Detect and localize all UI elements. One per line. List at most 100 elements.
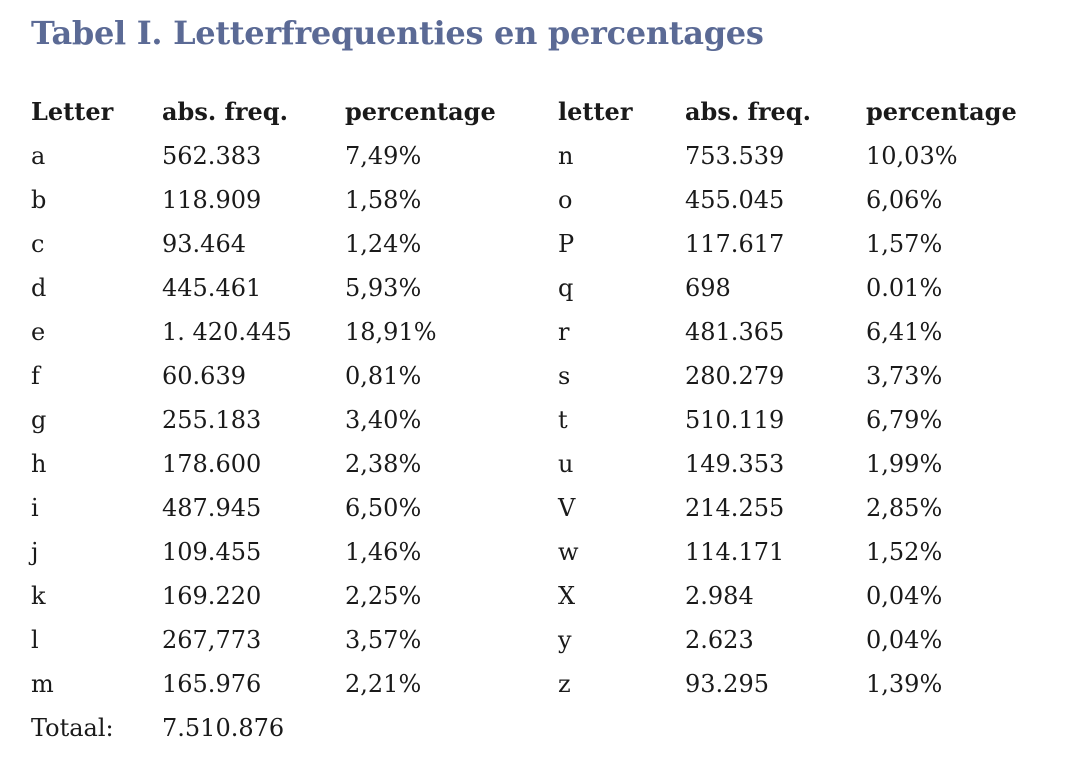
- table-title: Tabel I. Letterfrequenties en percentage…: [31, 14, 764, 52]
- abs-freq-cell: 2.984: [685, 582, 754, 610]
- percentage-cell: 2,85%: [866, 494, 943, 522]
- percentage-cell: 0.01%: [866, 274, 943, 302]
- abs-freq-cell: 169.220: [162, 582, 262, 610]
- abs-freq-cell: 118.909: [162, 186, 262, 214]
- percentage-cell: 3,40%: [345, 406, 422, 434]
- total-label: Totaal:: [31, 714, 114, 742]
- letter-cell: X: [558, 582, 576, 610]
- letter-cell: a: [31, 142, 46, 170]
- table-row: e 1. 420.445 18,91% r 481.365 6,41%: [31, 310, 1041, 354]
- percentage-cell: 1,99%: [866, 450, 943, 478]
- abs-freq-cell: 214.255: [685, 494, 785, 522]
- letter-cell: u: [558, 450, 574, 478]
- frequency-table: Letter abs. freq. percentage letter abs.…: [31, 90, 1041, 750]
- letter-cell: z: [558, 670, 571, 698]
- percentage-cell: 6,50%: [345, 494, 422, 522]
- abs-freq-cell: 280.279: [685, 362, 785, 390]
- percentage-cell: 6,06%: [866, 186, 943, 214]
- percentage-cell: 6,41%: [866, 318, 943, 346]
- abs-freq-cell: 445.461: [162, 274, 262, 302]
- percentage-cell: 6,79%: [866, 406, 943, 434]
- total-row: Totaal: 7.510.876: [31, 706, 1041, 750]
- abs-freq-cell: 178.600: [162, 450, 262, 478]
- percentage-cell: 0,81%: [345, 362, 422, 390]
- abs-freq-cell: 109.455: [162, 538, 262, 566]
- percentage-cell: 1,57%: [866, 230, 943, 258]
- percentage-cell: 1,39%: [866, 670, 943, 698]
- abs-freq-cell: 60.639: [162, 362, 246, 390]
- abs-freq-cell: 114.171: [685, 538, 785, 566]
- abs-freq-cell: 510.119: [685, 406, 785, 434]
- abs-freq-cell: 487.945: [162, 494, 262, 522]
- table-row: f 60.639 0,81% s 280.279 3,73%: [31, 354, 1041, 398]
- percentage-cell: 3,73%: [866, 362, 943, 390]
- abs-freq-cell: 753.539: [685, 142, 785, 170]
- letter-cell: l: [31, 626, 39, 654]
- table-row: a 562.383 7,49% n 753.539 10,03%: [31, 134, 1041, 178]
- letter-cell: h: [31, 450, 47, 478]
- letter-cell: e: [31, 318, 46, 346]
- percentage-cell: 10,03%: [866, 142, 958, 170]
- table-row: b 118.909 1,58% o 455.045 6,06%: [31, 178, 1041, 222]
- table-row: j 109.455 1,46% w 114.171 1,52%: [31, 530, 1041, 574]
- table-row: i 487.945 6,50% V 214.255 2,85%: [31, 486, 1041, 530]
- abs-freq-cell: 117.617: [685, 230, 785, 258]
- abs-freq-cell: 93.295: [685, 670, 769, 698]
- header-percentage: percentage: [345, 97, 496, 126]
- abs-freq-cell: 267,773: [162, 626, 262, 654]
- letter-cell: k: [31, 582, 46, 610]
- table-row: d 445.461 5,93% q 698 0.01%: [31, 266, 1041, 310]
- letter-cell: j: [31, 538, 39, 566]
- header-abs-freq: abs. freq.: [162, 97, 288, 126]
- letter-cell: w: [558, 538, 579, 566]
- table-row: l 267,773 3,57% y 2.623 0,04%: [31, 618, 1041, 662]
- abs-freq-cell: 149.353: [685, 450, 785, 478]
- letter-cell: y: [558, 626, 572, 654]
- percentage-cell: 2,25%: [345, 582, 422, 610]
- header-abs-freq-2: abs. freq.: [685, 97, 811, 126]
- percentage-cell: 2,21%: [345, 670, 422, 698]
- percentage-cell: 18,91%: [345, 318, 437, 346]
- percentage-cell: 1,58%: [345, 186, 422, 214]
- abs-freq-cell: 481.365: [685, 318, 785, 346]
- letter-cell: i: [31, 494, 39, 522]
- letter-cell: s: [558, 362, 571, 390]
- percentage-cell: 1,24%: [345, 230, 422, 258]
- abs-freq-cell: 562.383: [162, 142, 262, 170]
- percentage-cell: 3,57%: [345, 626, 422, 654]
- table-row: k 169.220 2,25% X 2.984 0,04%: [31, 574, 1041, 618]
- header-percentage-2: percentage: [866, 97, 1017, 126]
- table-row: g 255.183 3,40% t 510.119 6,79%: [31, 398, 1041, 442]
- abs-freq-cell: 455.045: [685, 186, 785, 214]
- percentage-cell: 1,52%: [866, 538, 943, 566]
- letter-cell: b: [31, 186, 47, 214]
- table-body: a 562.383 7,49% n 753.539 10,03% b 118.909 1,58%…: [31, 134, 1041, 706]
- percentage-cell: 2,38%: [345, 450, 422, 478]
- header-letter-2: letter: [558, 97, 633, 126]
- letter-cell: q: [558, 274, 574, 302]
- total-value: 7.510.876: [162, 714, 285, 742]
- letter-cell: t: [558, 406, 568, 434]
- abs-freq-cell: 698: [685, 274, 731, 302]
- abs-freq-cell: 2.623: [685, 626, 754, 654]
- percentage-cell: 1,46%: [345, 538, 422, 566]
- letter-cell: f: [31, 362, 40, 390]
- percentage-cell: 5,93%: [345, 274, 422, 302]
- table-row: m 165.976 2,21% z 93.295 1,39%: [31, 662, 1041, 706]
- letter-cell: g: [31, 406, 47, 434]
- abs-freq-cell: 93.464: [162, 230, 246, 258]
- table-row: c 93.464 1,24% P 117.617 1,57%: [31, 222, 1041, 266]
- table-row: h 178.600 2,38% u 149.353 1,99%: [31, 442, 1041, 486]
- letter-cell: n: [558, 142, 574, 170]
- abs-freq-cell: 1. 420.445: [162, 318, 292, 346]
- header-letter: Letter: [31, 97, 114, 126]
- letter-cell: c: [31, 230, 45, 258]
- letter-cell: r: [558, 318, 570, 346]
- table-header-row: Letter abs. freq. percentage letter abs.…: [31, 90, 1041, 134]
- percentage-cell: 0,04%: [866, 582, 943, 610]
- percentage-cell: 7,49%: [345, 142, 422, 170]
- percentage-cell: 0,04%: [866, 626, 943, 654]
- letter-cell: P: [558, 230, 575, 258]
- letter-cell: m: [31, 670, 54, 698]
- letter-cell: V: [558, 494, 576, 522]
